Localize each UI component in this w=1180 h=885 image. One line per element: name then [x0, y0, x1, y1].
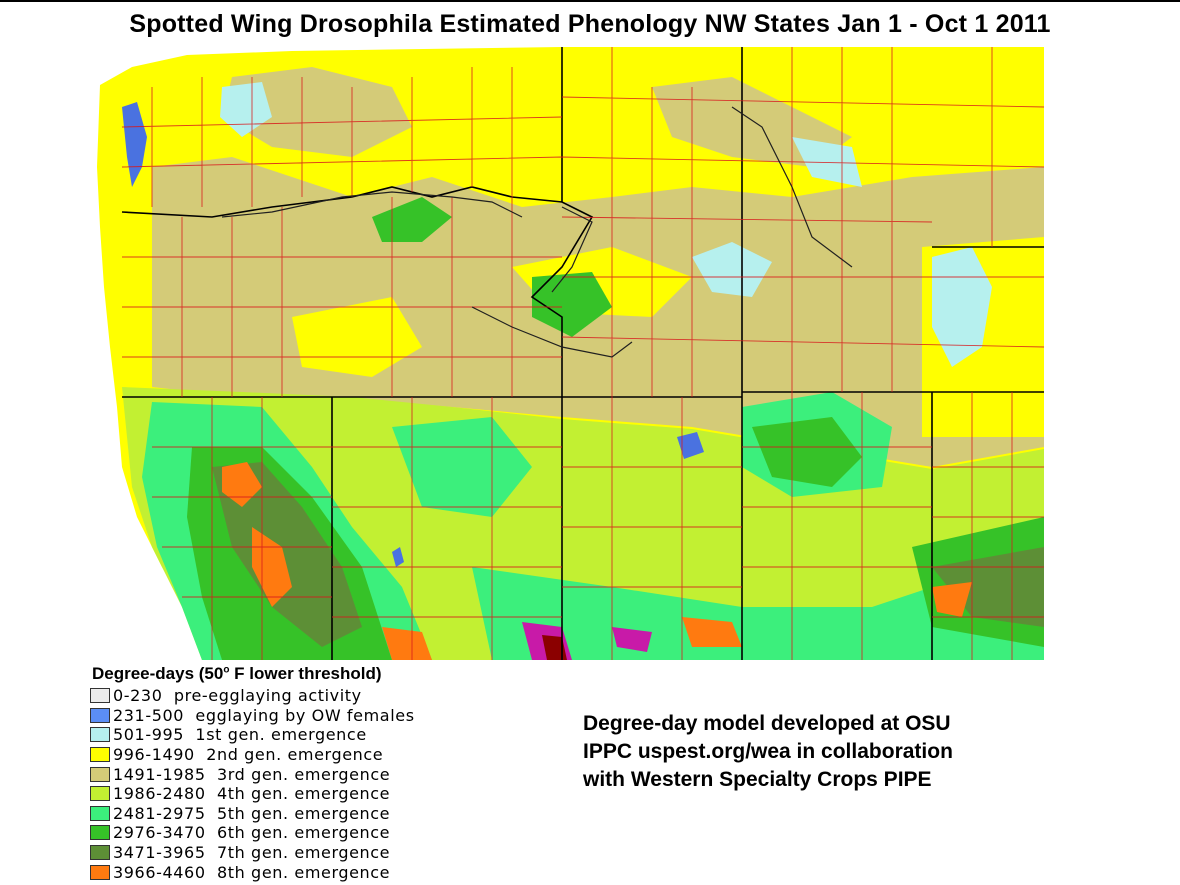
legend-swatch [90, 864, 110, 880]
page-title: Spotted Wing Drosophila Estimated Phenol… [129, 10, 1051, 38]
top-rule [0, 0, 1180, 2]
legend-item: 0-230 pre-egglaying activity [90, 686, 415, 706]
legend-swatch [90, 786, 110, 802]
legend-swatch [90, 688, 110, 704]
zone-8th-gen-ca [222, 462, 262, 507]
rivers [221, 106, 853, 358]
zone-8th-gen-east2 [932, 582, 972, 617]
legend-swatch [90, 845, 110, 861]
legend-swatch [90, 825, 110, 841]
legend-item-label: 2976-3470 6th gen. emergence [113, 823, 391, 843]
legend-heading: Degree-days (50o F lower threshold) [92, 664, 382, 684]
legend-item: 996-1490 2nd gen. emergence [90, 745, 415, 765]
legend-item: 231-500 egglaying by OW females [90, 706, 415, 726]
zone-6th-gen-co [752, 417, 862, 487]
lake-tahoe [392, 547, 404, 567]
zone-3rd-gen-nw [222, 67, 412, 157]
legend-heading-prefix: Degree-days (50 [92, 664, 224, 683]
legend-item: 1491-1985 3rd gen. emergence [90, 764, 415, 784]
zone-5th-gen-nv [392, 417, 532, 517]
legend-item-label: 1491-1985 3rd gen. emergence [113, 764, 391, 784]
county-lines [121, 47, 1044, 660]
great-salt-lake [677, 432, 704, 459]
zone-1st-gen-mt [792, 137, 862, 187]
credit-line-1: Degree-day model developed at OSU [583, 712, 951, 735]
legend-swatch [90, 747, 110, 763]
legend-item: 3966-4460 8th gen. emergence [90, 862, 415, 882]
legend-swatch [90, 766, 110, 782]
legend-item-label: 2481-2975 5th gen. emergence [113, 803, 391, 823]
legend-item-label: 3966-4460 8th gen. emergence [113, 862, 391, 882]
legend-swatch [90, 707, 110, 723]
legend-item: 501-995 1st gen. emergence [90, 725, 415, 745]
legend-item-label: 0-230 pre-egglaying activity [113, 686, 362, 706]
legend-item-label: 1986-2480 4th gen. emergence [113, 784, 391, 804]
zone-8th-gen-south [382, 627, 432, 660]
legend-item: 1986-2480 4th gen. emergence [90, 784, 415, 804]
legend-item: 3471-3965 7th gen. emergence [90, 843, 415, 863]
state-boundaries [121, 47, 1044, 660]
zone-7th-gen-ca [212, 462, 362, 647]
credit-line-2: IPPC uspest.org/wea in collaboration [583, 740, 953, 763]
legend-item-label: 996-1490 2nd gen. emergence [113, 745, 384, 765]
credit-text: Degree-day model developed at OSU IPPC u… [583, 710, 953, 794]
degree-sign: o [223, 664, 230, 676]
zone-1st-gen-id [692, 242, 772, 297]
legend: 0-230 pre-egglaying activity 231-500 eggl… [90, 686, 415, 882]
legend-item: 2976-3470 6th gen. emergence [90, 823, 415, 843]
legend-item-label: 501-995 1st gen. emergence [113, 725, 367, 745]
legend-heading-suffix: F lower threshold) [229, 664, 382, 683]
puget-sound [122, 102, 147, 187]
credit-line-3: with Western Specialty Crops PIPE [583, 768, 932, 791]
map-canvas[interactable] [92, 47, 1044, 660]
zone-6th-gen-idaho-river [532, 272, 612, 337]
legend-item-label: 231-500 egglaying by OW females [113, 705, 415, 725]
phenology-map[interactable] [92, 47, 1044, 660]
legend-item: 2481-2975 5th gen. emergence [90, 804, 415, 824]
legend-swatch [90, 727, 110, 743]
zone-hot-east [612, 627, 652, 652]
legend-swatch [90, 805, 110, 821]
legend-item-label: 3471-3965 7th gen. emergence [113, 843, 391, 863]
zone-8th-gen-east [682, 617, 742, 647]
zone-hot-south2 [542, 635, 567, 660]
zone-1st-gen-cascade [220, 82, 272, 137]
